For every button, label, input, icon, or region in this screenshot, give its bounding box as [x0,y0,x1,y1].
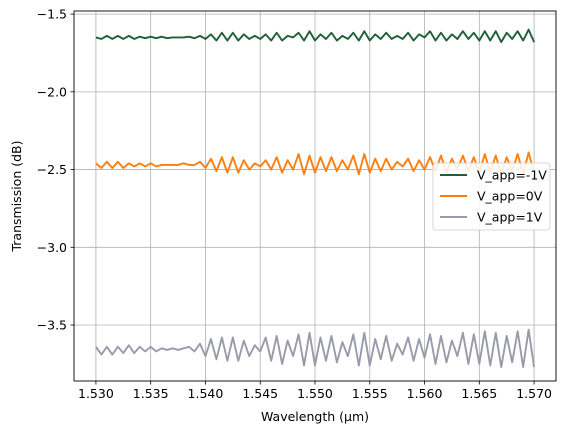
y-tick-label: −3.0 [37,240,67,255]
x-tick-label: 1.560 [407,386,443,401]
x-tick-label: 1.545 [242,386,278,401]
series-line-1 [95,151,536,176]
x-tick-label: 1.565 [461,386,497,401]
legend-box [432,162,551,231]
grid [74,11,556,381]
legend: V_app=-1V V_app=0V V_app=1V [432,162,551,231]
series-line-0 [95,28,535,44]
y-tick-label: −2.0 [37,84,67,99]
legend-label-1: V_app=0V [477,189,543,204]
series-lines [95,28,536,368]
x-tick-label: 1.550 [297,386,333,401]
y-axis-label: Transmission (dB) [9,141,24,253]
y-axis-ticks: −3.5 −3.0 −2.5 −2.0 −1.5 [37,7,74,333]
y-tick-label: −3.5 [37,318,67,333]
x-tick-label: 1.535 [133,386,169,401]
x-tick-label: 1.570 [516,386,552,401]
x-axis-label: Wavelength (μm) [261,409,369,424]
y-tick-label: −2.5 [37,162,67,177]
x-tick-label: 1.540 [188,386,224,401]
legend-label-0: V_app=-1V [477,168,547,183]
x-tick-label: 1.530 [78,386,114,401]
x-axis-ticks: 1.530 1.535 1.540 1.545 1.550 1.555 1.560 1.565… [78,381,552,401]
series-line-2 [95,328,536,368]
legend-label-2: V_app=1V [477,210,543,225]
x-tick-label: 1.555 [352,386,388,401]
y-tick-label: −1.5 [37,7,67,22]
